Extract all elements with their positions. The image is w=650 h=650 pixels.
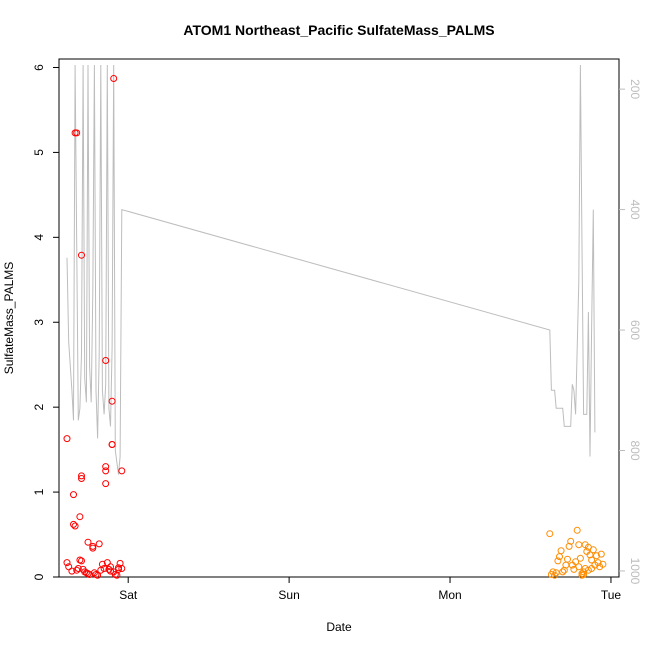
data-point <box>118 565 126 572</box>
data-point <box>597 550 605 558</box>
data-point <box>102 463 110 471</box>
data-point <box>95 540 103 548</box>
secondary-series-line <box>66 64 596 475</box>
data-point <box>557 547 565 555</box>
data-point <box>73 129 81 137</box>
data-point <box>118 467 126 475</box>
points-layer <box>63 75 607 579</box>
data-point <box>110 75 118 82</box>
data-point <box>589 546 597 554</box>
data-point <box>588 556 596 564</box>
data-point <box>575 563 583 571</box>
chart-title: ATOM1 Northeast_Pacific SulfateMass_PALM… <box>183 22 494 38</box>
data-point <box>71 522 79 530</box>
y2-tick-label: 600 <box>628 320 642 340</box>
data-point <box>115 564 122 572</box>
data-point <box>70 520 77 528</box>
data-point <box>76 513 84 521</box>
y-axis: 0 1 2 3 4 5 6 <box>32 64 59 580</box>
data-point <box>599 560 607 568</box>
data-point <box>549 568 557 576</box>
data-point <box>107 563 114 571</box>
data-point <box>552 569 560 577</box>
data-point <box>573 526 581 534</box>
data-point <box>554 557 562 565</box>
data-point <box>588 565 596 572</box>
data-point <box>70 491 77 499</box>
y-tick-label: 0 <box>32 573 46 580</box>
y-tick-label: 3 <box>32 319 46 326</box>
data-point <box>98 560 106 568</box>
data-point <box>74 565 82 572</box>
secondary-y-axis: 200 400 600 800 1000 <box>619 79 642 585</box>
data-point <box>84 538 92 546</box>
y-tick-label: 2 <box>32 404 46 411</box>
y2-tick-label: 400 <box>628 200 642 220</box>
data-point <box>89 544 97 552</box>
x-tick-label: Sun <box>278 588 299 602</box>
y-tick-label: 5 <box>32 149 46 156</box>
data-point <box>68 567 76 575</box>
data-point <box>580 568 588 576</box>
x-tick-label: Sat <box>119 588 138 602</box>
data-point <box>78 251 85 259</box>
data-point <box>594 559 602 567</box>
data-point <box>546 530 554 538</box>
y-tick-label: 4 <box>32 234 46 241</box>
x-axis: Sat Sun Mon Tue <box>119 577 621 602</box>
secondary-line-layer <box>66 64 596 475</box>
x-axis-label: Date <box>326 620 352 634</box>
y2-tick-label: 200 <box>628 79 642 99</box>
data-point <box>63 435 71 443</box>
data-point <box>575 541 583 549</box>
y2-tick-label: 800 <box>628 440 642 460</box>
x-tick-label: Tue <box>601 588 622 602</box>
data-point <box>559 568 567 576</box>
data-point <box>108 397 116 405</box>
data-point <box>572 558 580 566</box>
data-point <box>567 537 575 545</box>
y-tick-label: 1 <box>32 488 46 495</box>
data-point <box>63 559 71 567</box>
data-point <box>102 467 110 475</box>
y-axis-label: SulfateMass_PALMS <box>2 262 16 375</box>
data-point <box>564 555 571 563</box>
data-point <box>593 552 600 560</box>
y-tick-label: 6 <box>32 64 46 71</box>
data-point <box>94 571 102 579</box>
data-point <box>102 480 110 488</box>
data-point <box>102 357 110 364</box>
x-tick-label: Mon <box>438 588 461 602</box>
data-point <box>78 472 85 480</box>
data-point <box>576 554 584 562</box>
data-point <box>107 567 114 575</box>
data-point <box>78 475 85 482</box>
data-point <box>108 441 116 448</box>
plot-frame <box>58 58 620 578</box>
data-point <box>78 557 85 565</box>
data-point <box>100 565 108 572</box>
y2-tick-label: 1000 <box>628 558 642 585</box>
